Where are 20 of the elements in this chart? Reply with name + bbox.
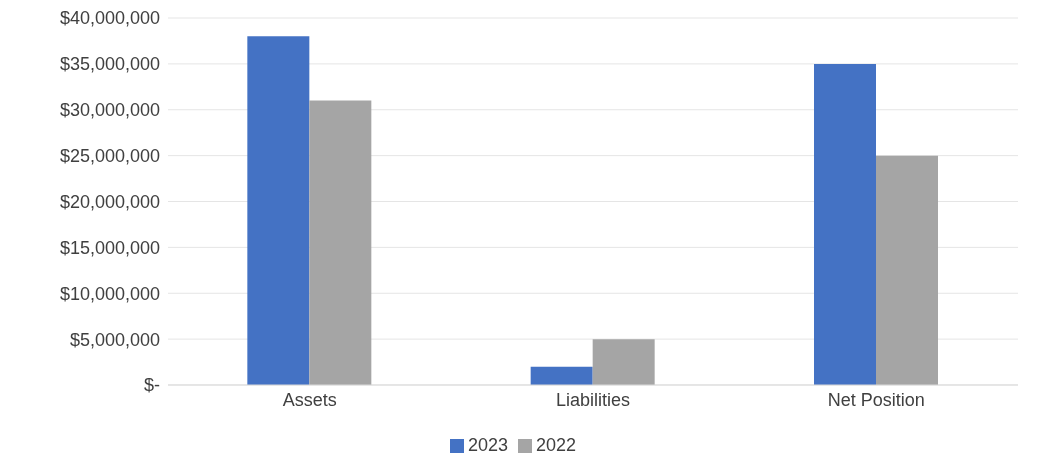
x-tick-label: Assets xyxy=(282,389,337,410)
y-tick-label: $10,000,000 xyxy=(59,283,160,304)
y-tick-label: $35,000,000 xyxy=(59,54,160,75)
x-tick-label: Liabilities xyxy=(555,389,631,410)
y-tick-label: $5,000,000 xyxy=(69,329,160,350)
bar xyxy=(592,339,655,385)
bar xyxy=(814,63,876,385)
bar xyxy=(247,36,310,385)
bar xyxy=(530,366,593,385)
y-tick-label: $40,000,000 xyxy=(59,8,160,29)
y-tick-label: $15,000,000 xyxy=(59,237,160,258)
legend-label: 2023 xyxy=(467,435,508,455)
y-tick-label: $30,000,000 xyxy=(59,100,160,121)
x-tick-label: Net Position xyxy=(827,389,925,410)
legend-label: 2022 xyxy=(536,435,577,455)
y-tick-label: $20,000,000 xyxy=(59,191,160,212)
bar xyxy=(309,100,372,385)
bar xyxy=(876,155,938,385)
y-tick-label: $- xyxy=(143,375,160,396)
y-tick-label: $25,000,000 xyxy=(59,146,160,167)
